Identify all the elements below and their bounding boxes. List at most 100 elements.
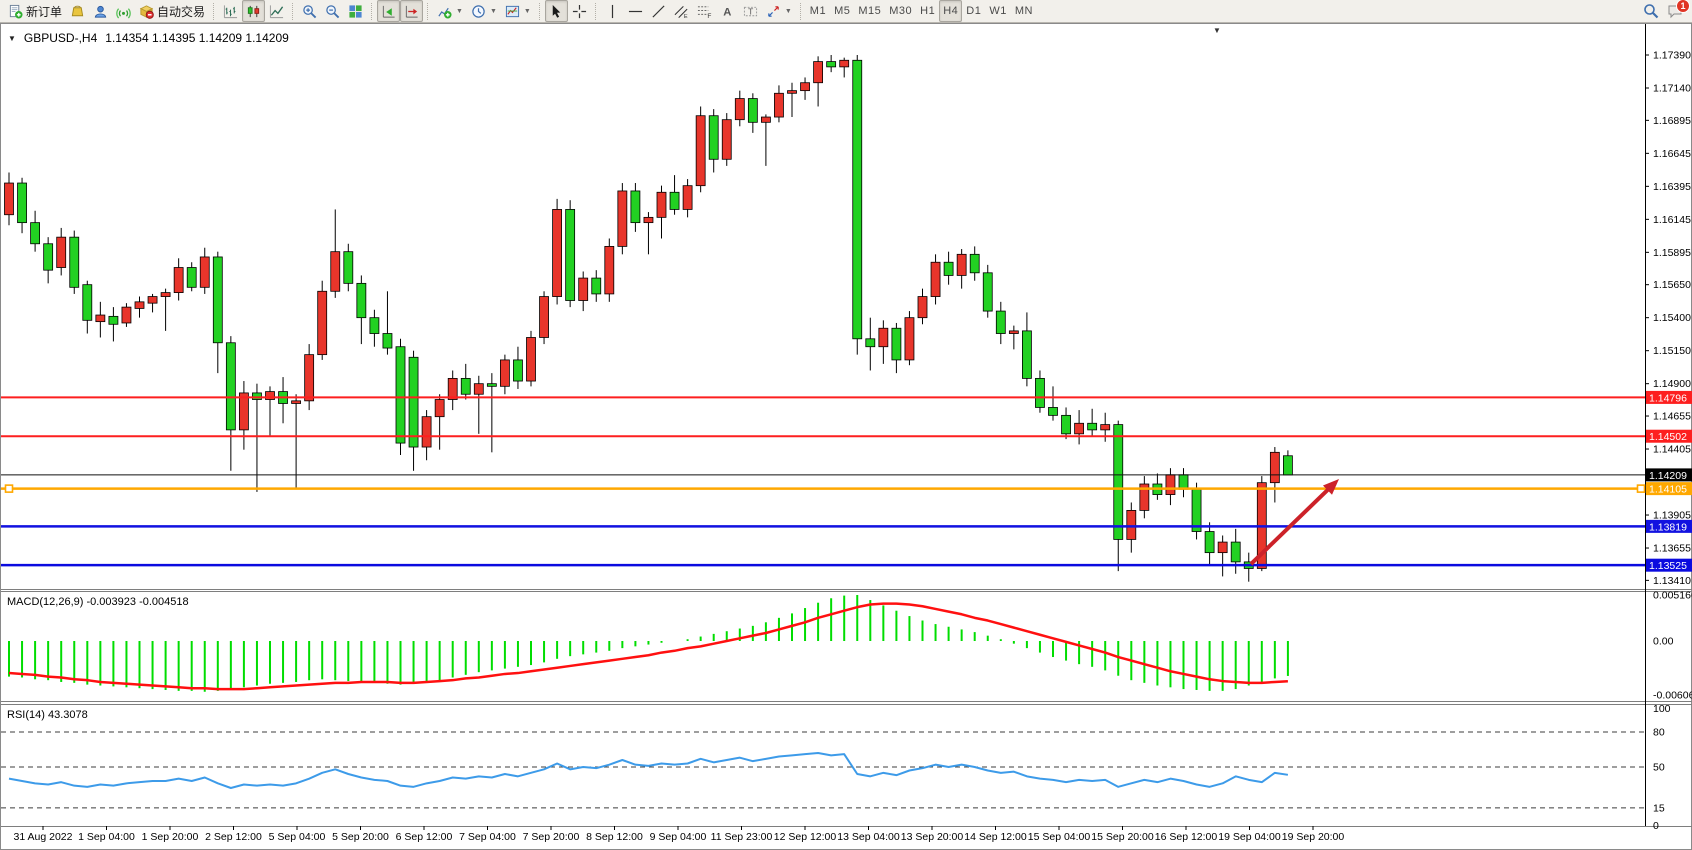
trend-arrow[interactable] [1249, 479, 1339, 566]
indicators-button[interactable]: ▼ [433, 0, 467, 22]
svg-text:1.17140: 1.17140 [1653, 83, 1691, 95]
trendline-button[interactable] [647, 0, 670, 22]
chart-title: ▼ GBPUSD-,H4 1.14354 1.14395 1.14209 1.1… [8, 31, 289, 45]
timeframe-h1[interactable]: H1 [916, 0, 939, 22]
crosshair-icon [572, 4, 587, 19]
dropdown-arrow-icon[interactable]: ▼ [456, 7, 463, 15]
timeframe-w1[interactable]: W1 [985, 0, 1011, 22]
candlestick-series [4, 55, 1293, 582]
templates-button[interactable]: ▼ [501, 0, 535, 22]
timeframe-h4[interactable]: H4 [939, 0, 963, 22]
bear-candle [486, 383, 497, 387]
crosshair-button[interactable] [568, 0, 591, 22]
label-icon: T [743, 4, 758, 19]
cursor-button[interactable] [544, 0, 568, 22]
vertical-line-button[interactable] [601, 0, 624, 22]
horizontal-lines[interactable]: 1.14796 1.14502 1.14209 1.14105 1.13819 1.135… [1, 390, 1692, 572]
svg-text:0: 0 [1653, 820, 1659, 832]
zoom-out-button[interactable] [321, 0, 344, 22]
bull-candle [774, 92, 784, 118]
bull-candle [238, 392, 249, 431]
line-handle[interactable] [4, 484, 14, 493]
new-order-button[interactable]: 新订单 [4, 0, 66, 22]
community-button[interactable] [89, 0, 112, 22]
timeframe-m30[interactable]: M30 [885, 0, 916, 22]
timeframe-m15[interactable]: M15 [854, 0, 885, 22]
search-button[interactable] [1639, 0, 1663, 22]
styler-button[interactable] [66, 0, 89, 22]
bear-candle [108, 315, 119, 325]
channel-icon: E [674, 4, 689, 19]
bull-candle [1269, 451, 1280, 484]
text-label-button[interactable]: T [739, 0, 762, 22]
dropdown-arrow-icon[interactable]: ▼ [489, 7, 497, 15]
tile-windows-button[interactable] [344, 0, 367, 22]
price-badge [1646, 519, 1692, 533]
date-label: 8 Sep 12:00 [586, 831, 643, 843]
zoom-in-button[interactable] [298, 0, 321, 22]
zoom-out-icon [325, 4, 340, 19]
bear-candle [30, 222, 41, 245]
vline-icon [605, 4, 620, 19]
dropdown-arrow-icon[interactable]: ▼ [784, 7, 792, 15]
arrows-button[interactable]: ▼ [762, 0, 796, 22]
line-handle[interactable] [1636, 484, 1646, 493]
dropdown-arrow-icon[interactable]: ▼ [523, 7, 531, 15]
timeframe-m5[interactable]: M5 [830, 0, 854, 22]
channel-button[interactable]: E [670, 0, 693, 22]
timeframe-mn[interactable]: MN [1011, 0, 1037, 22]
timeframe-m5-label: M5 [834, 5, 851, 17]
bear-candle [1283, 455, 1293, 476]
fibonacci-button[interactable]: F [693, 0, 716, 22]
date-label: 19 Sep 04:00 [1218, 831, 1281, 843]
text-button[interactable]: A [716, 0, 739, 22]
text-icon: A [720, 4, 735, 19]
line-chart-button[interactable] [265, 0, 288, 22]
timeframe-d1[interactable]: D1 [962, 0, 985, 22]
templates-icon [505, 4, 520, 19]
periods-button[interactable]: ▼ [467, 0, 501, 22]
bear-candle [1048, 407, 1058, 416]
bull-candle [813, 61, 823, 84]
date-label: 7 Sep 04:00 [459, 831, 516, 843]
rsi-line [8, 751, 1289, 790]
bar-chart-button[interactable] [219, 0, 242, 22]
svg-text:100: 100 [1653, 703, 1671, 715]
horizontal-line-button[interactable] [624, 0, 647, 22]
price-badge [1646, 390, 1692, 404]
timeframe-m1[interactable]: M1 [806, 0, 830, 22]
bull-candle [539, 296, 549, 338]
auto-scroll-button[interactable] [377, 0, 401, 22]
date-label: 13 Sep 20:00 [901, 831, 964, 843]
chart-canvas[interactable]: 1.17390 1.17140 1.16895 1.16645 1.16395 1.161… [1, 24, 1692, 850]
bull-candle [930, 261, 941, 297]
autotrading-button[interactable]: 自动交易 [135, 0, 209, 22]
bull-candle [878, 327, 889, 348]
date-label: 2 Sep 12:00 [205, 831, 262, 843]
signals-button[interactable] [112, 0, 135, 22]
svg-text:A: A [723, 6, 731, 18]
timeframe-h4-label: H4 [943, 5, 959, 17]
svg-text:F: F [707, 13, 711, 19]
notifications-button[interactable]: 1 [1663, 0, 1690, 22]
timeframe-m30-label: M30 [889, 5, 913, 17]
chart-menu-icon[interactable]: ▼ [8, 33, 16, 43]
bull-candle [643, 216, 654, 224]
macd-signal-line [8, 602, 1288, 691]
pane-borders [1, 24, 1692, 827]
bear-candle [369, 317, 380, 334]
price-badge-label: 1.13525 [1649, 560, 1687, 572]
timeframe-h1-label: H1 [920, 5, 936, 17]
bull-candle [552, 209, 562, 297]
bull-candle [734, 98, 745, 121]
chart-shift-button[interactable] [400, 0, 424, 22]
bull-candle [956, 253, 967, 276]
bull-candle [173, 267, 184, 294]
svg-text:1.15895: 1.15895 [1653, 247, 1691, 259]
bull-candle [121, 306, 132, 324]
chart-ohlc-values: 1.14354 1.14395 1.14209 1.14209 [105, 31, 289, 45]
chart-shift-marker[interactable]: ▼ [1213, 26, 1221, 35]
candlestick-chart-button[interactable] [242, 0, 266, 22]
new-order-icon [8, 4, 23, 19]
